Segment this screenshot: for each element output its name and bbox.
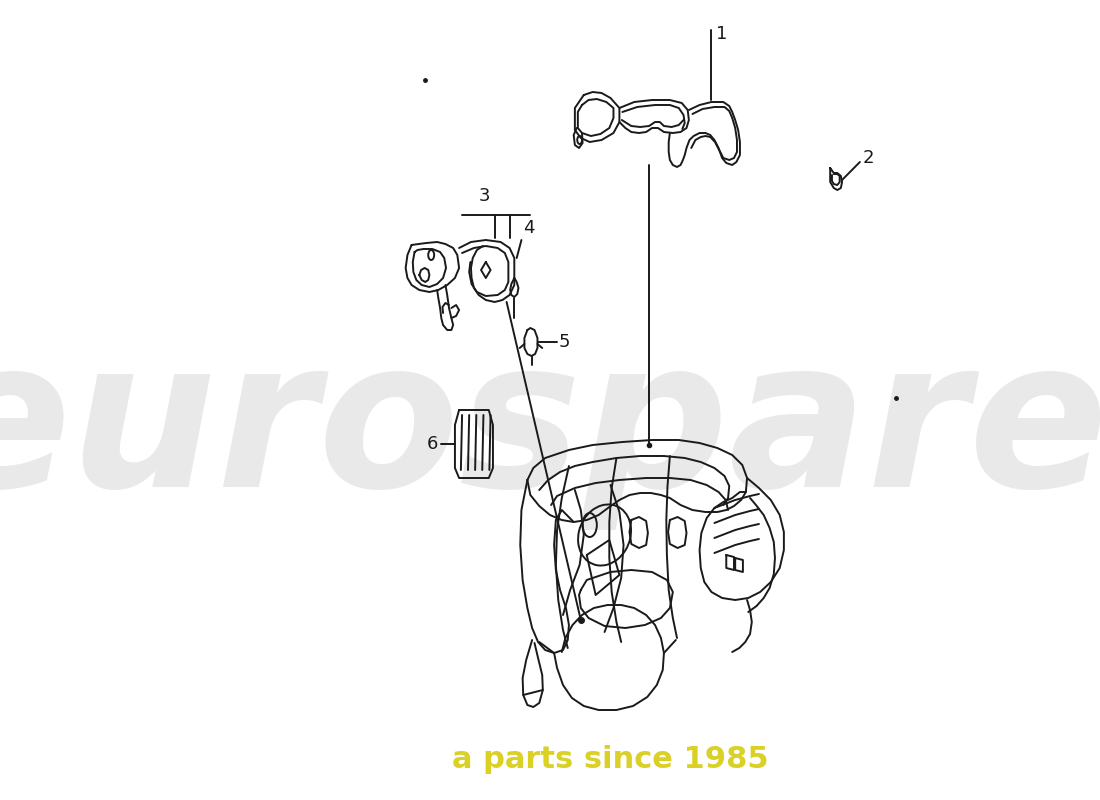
Text: 1: 1 [716,25,727,43]
Text: 2: 2 [862,149,874,167]
Text: 4: 4 [524,219,535,237]
Text: a parts since 1985: a parts since 1985 [452,746,769,774]
Text: 5: 5 [559,333,570,351]
Text: 3: 3 [478,187,491,205]
Text: eurospares: eurospares [0,330,1100,530]
Text: 6: 6 [427,435,438,453]
